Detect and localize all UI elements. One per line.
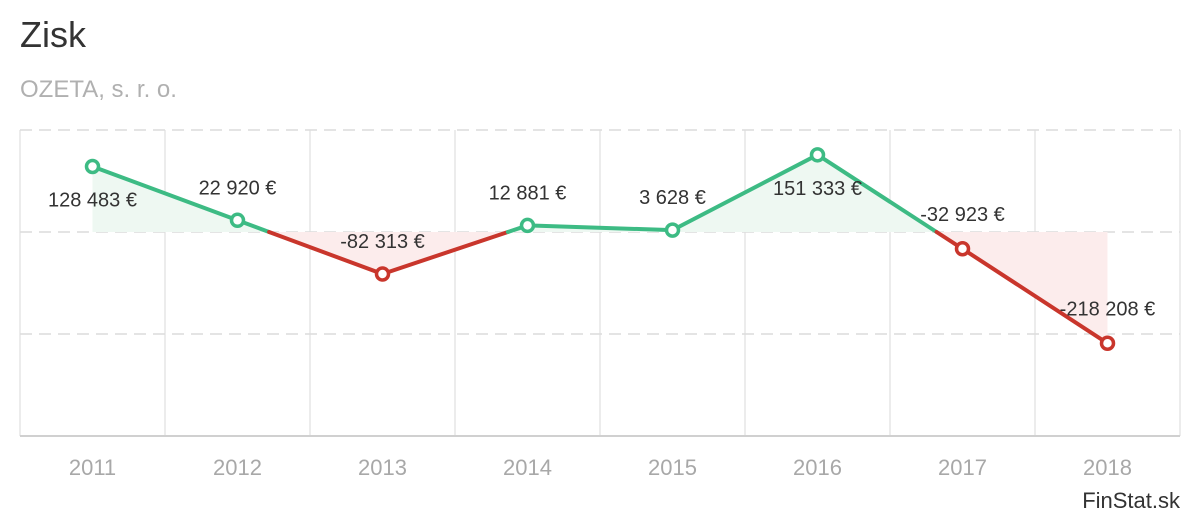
data-label: 12 881 €	[489, 182, 567, 204]
series-line-negative	[267, 230, 385, 276]
data-point	[664, 222, 681, 238]
series-line-positive	[525, 223, 675, 233]
data-label: 22 920 €	[199, 177, 277, 199]
series-line-negative	[960, 246, 1110, 346]
data-label: 3 628 €	[639, 187, 706, 209]
data-point	[809, 147, 826, 163]
series-line-negative	[380, 230, 510, 276]
positive-area	[92, 166, 238, 232]
data-label: 151 333 €	[773, 178, 862, 200]
series-line-positive	[815, 152, 939, 234]
chart-title: Zisk	[20, 14, 86, 55]
data-label: 128 483 €	[48, 189, 137, 211]
x-tick-label: 2016	[793, 455, 842, 480]
data-point	[954, 241, 971, 257]
data-label: -82 313 €	[340, 231, 425, 253]
data-label: -218 208 €	[1060, 298, 1156, 320]
x-tick-label: 2015	[648, 455, 697, 480]
data-point	[84, 158, 101, 175]
x-tick-label: 2013	[358, 455, 407, 480]
data-point	[1099, 335, 1116, 352]
data-point	[374, 266, 391, 282]
series-line-positive	[670, 152, 820, 233]
data-label: -32 923 €	[920, 204, 1005, 226]
negative-area	[962, 232, 1108, 344]
x-tick-label: 2011	[69, 455, 116, 480]
x-tick-label: 2017	[938, 455, 987, 480]
source-credit[interactable]: FinStat.sk	[1082, 488, 1180, 513]
series-line-positive	[90, 164, 240, 223]
data-point	[519, 217, 536, 234]
x-tick-label: 2014	[503, 455, 552, 480]
x-tick-label: 2012	[213, 455, 262, 480]
data-point	[229, 212, 246, 229]
chart-subtitle: OZETA, s. r. o.	[20, 76, 177, 103]
x-tick-label: 2018	[1083, 455, 1132, 480]
